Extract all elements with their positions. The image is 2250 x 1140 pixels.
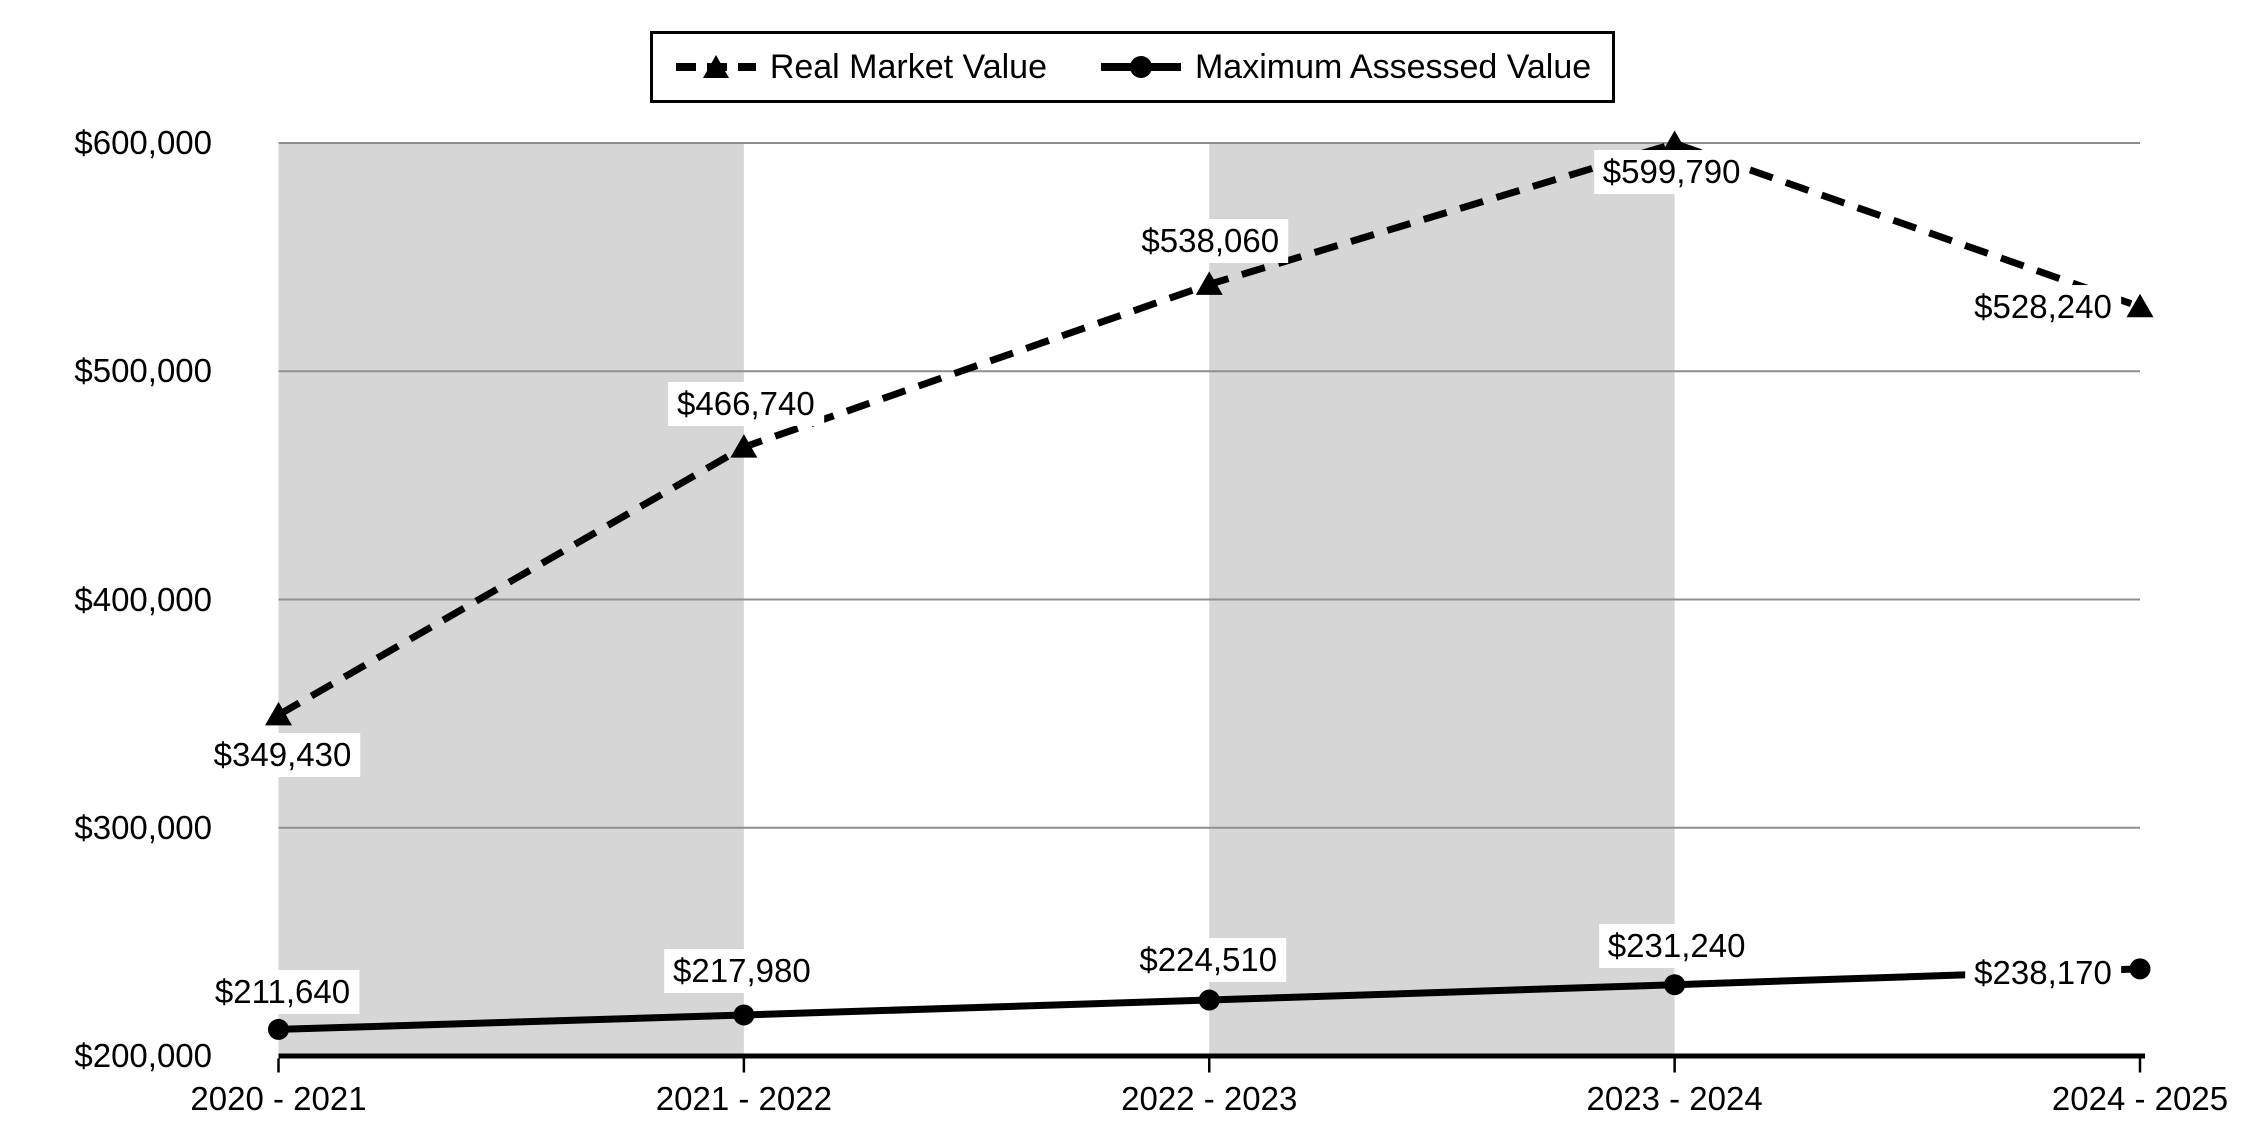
- data-point-triangle: [730, 434, 758, 458]
- data-point-circle: [2129, 958, 2151, 980]
- data-point-triangle: [1195, 271, 1223, 295]
- data-point-label: $211,640: [205, 970, 360, 1015]
- legend-label-maximum-assessed-value: Maximum Assessed Value: [1194, 47, 1592, 86]
- x-axis-tick-label: 2020 - 2021: [190, 1080, 367, 1117]
- x-axis-tick-label: 2022 - 2023: [1121, 1080, 1298, 1117]
- x-axis-tick-label: 2023 - 2024: [1586, 1080, 1763, 1117]
- legend-label-real-market-value: Real Market Value: [769, 47, 1047, 86]
- legend: Real Market Value Maximum Assessed Value: [650, 31, 1615, 103]
- data-point-label: $599,790: [1593, 150, 1750, 195]
- x-axis-tick: [1208, 1058, 1211, 1073]
- y-axis-tick-label: $200,000: [74, 1037, 212, 1074]
- data-point-label: $466,740: [668, 382, 824, 427]
- data-point-label: $528,240: [1965, 284, 2121, 329]
- data-point-circle: [268, 1018, 289, 1040]
- data-point-triangle: [2126, 293, 2154, 318]
- data-point-label: $238,170: [1965, 950, 2121, 995]
- solid-line-circle-icon: [1100, 56, 1181, 78]
- data-point-triangle: [1661, 130, 1689, 154]
- data-point-label: $217,980: [664, 948, 820, 993]
- data-point-circle: [1198, 989, 1220, 1011]
- data-point-circle: [1664, 974, 1686, 996]
- y-axis-tick-label: $300,000: [74, 808, 212, 846]
- x-axis-tick: [742, 1058, 746, 1073]
- data-point-triangle: [265, 701, 292, 726]
- data-point-label: $231,240: [1598, 923, 1755, 968]
- y-axis-tick-label: $500,000: [74, 352, 212, 390]
- x-axis-tick: [277, 1058, 280, 1073]
- x-axis-tick-label: 2024 - 2025: [2051, 1080, 2229, 1117]
- x-axis-tick-label: 2021 - 2022: [655, 1080, 832, 1117]
- x-axis-line: [278, 1053, 2145, 1059]
- x-axis-tick: [1673, 1058, 1676, 1073]
- dashed-line-triangle-icon: [675, 55, 756, 78]
- legend-item-maximum-assessed-value: Maximum Assessed Value: [1099, 48, 1591, 87]
- data-point-circle: [733, 1004, 755, 1026]
- data-point-label: $224,510: [1130, 938, 1287, 983]
- x-axis-tick: [2138, 1058, 2142, 1073]
- data-point-label: $349,430: [204, 732, 361, 777]
- y-axis-tick-label: $600,000: [74, 124, 212, 161]
- data-point-label: $538,060: [1132, 219, 1289, 264]
- legend-item-real-market-value: Real Market Value: [674, 48, 1047, 87]
- y-axis-tick-label: $400,000: [74, 580, 212, 618]
